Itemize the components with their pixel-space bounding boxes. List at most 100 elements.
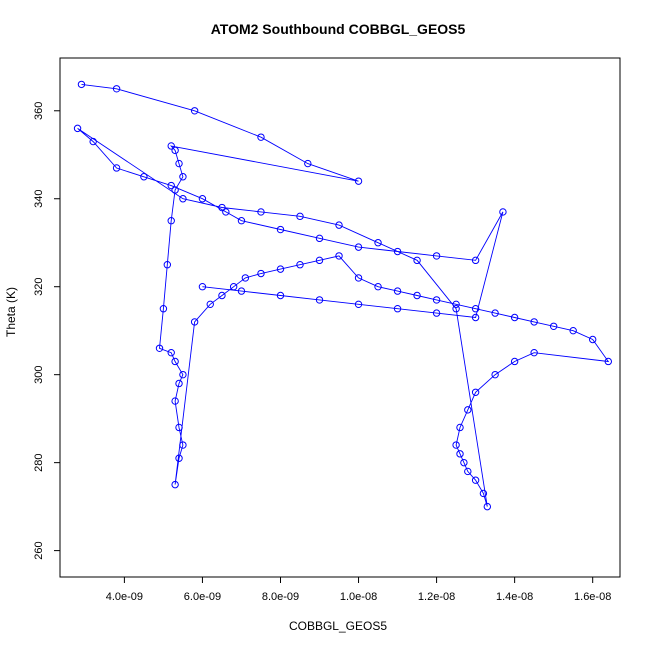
data-point bbox=[159, 305, 168, 313]
data-point bbox=[179, 441, 187, 449]
x-tick-label: 4.0e-09 bbox=[106, 591, 143, 603]
series-layer bbox=[73, 80, 612, 511]
data-point bbox=[452, 441, 460, 449]
data-point bbox=[257, 208, 265, 216]
data-point bbox=[464, 467, 472, 476]
y-axis: 260 280 300 320 340 360 bbox=[33, 102, 61, 560]
data-point bbox=[73, 124, 82, 133]
data-point bbox=[257, 133, 265, 141]
data-point bbox=[171, 480, 179, 489]
data-point bbox=[374, 239, 382, 247]
data-point bbox=[140, 173, 148, 181]
x-tick-label: 1.2e-08 bbox=[418, 591, 455, 603]
data-point bbox=[198, 283, 207, 291]
data-point bbox=[171, 186, 179, 194]
y-tick-label: 360 bbox=[33, 102, 45, 120]
data-point bbox=[510, 357, 519, 366]
data-point bbox=[452, 300, 460, 309]
data-point bbox=[354, 274, 363, 282]
data-point bbox=[413, 256, 421, 265]
data-point bbox=[530, 348, 538, 357]
data-point bbox=[374, 283, 382, 291]
data-point bbox=[456, 450, 464, 458]
data-point bbox=[471, 305, 480, 313]
data-point bbox=[241, 274, 250, 282]
data-point bbox=[179, 370, 187, 379]
data-point bbox=[276, 265, 285, 273]
data-point bbox=[163, 261, 172, 269]
data-point bbox=[335, 221, 343, 229]
data-point bbox=[471, 313, 480, 322]
series-line bbox=[77, 83, 610, 507]
data-point bbox=[471, 476, 480, 484]
x-axis-label: COBBGL_GEOS5 bbox=[289, 619, 387, 633]
data-point bbox=[257, 269, 265, 278]
data-point bbox=[315, 296, 324, 304]
y-axis-label: Theta (K) bbox=[4, 287, 18, 337]
data-point bbox=[175, 454, 183, 462]
data-point bbox=[171, 397, 179, 405]
data-point bbox=[222, 208, 230, 216]
data-point bbox=[175, 159, 183, 168]
data-point bbox=[471, 256, 480, 265]
data-point bbox=[206, 300, 214, 309]
data-point bbox=[413, 291, 421, 300]
data-point bbox=[354, 300, 363, 309]
y-tick-label: 320 bbox=[33, 278, 45, 296]
data-point bbox=[432, 252, 441, 260]
data-point bbox=[491, 309, 499, 317]
x-tick-label: 1.0e-08 bbox=[340, 591, 377, 603]
y-tick-label: 260 bbox=[33, 541, 45, 559]
data-point bbox=[198, 195, 207, 203]
data-point bbox=[491, 370, 499, 379]
data-point bbox=[218, 291, 226, 300]
data-point bbox=[179, 195, 187, 203]
data-point bbox=[167, 217, 175, 225]
data-point bbox=[276, 225, 285, 234]
data-point bbox=[296, 261, 304, 269]
data-point bbox=[167, 348, 175, 357]
y-tick-label: 280 bbox=[33, 453, 45, 471]
data-point bbox=[112, 85, 121, 93]
data-point bbox=[315, 256, 324, 265]
data-point bbox=[569, 326, 577, 335]
plot-area-frame bbox=[59, 57, 621, 578]
data-point bbox=[432, 309, 441, 317]
data-point bbox=[530, 318, 538, 326]
data-point bbox=[393, 305, 402, 313]
data-point bbox=[167, 181, 175, 190]
chart-title: ATOM2 Southbound COBBGL_GEOS5 bbox=[211, 21, 466, 37]
data-point bbox=[393, 287, 402, 295]
data-point bbox=[112, 164, 121, 172]
data-point bbox=[510, 313, 519, 322]
data-point bbox=[171, 146, 179, 155]
x-tick-label: 1.4e-08 bbox=[496, 591, 533, 603]
data-point bbox=[229, 283, 238, 291]
data-point bbox=[432, 296, 441, 304]
data-point bbox=[190, 318, 199, 326]
data-point bbox=[464, 406, 472, 414]
data-point bbox=[190, 107, 199, 115]
data-point bbox=[479, 489, 488, 498]
data-point bbox=[276, 291, 285, 300]
data-point bbox=[460, 458, 468, 467]
data-point bbox=[471, 388, 480, 396]
data-point bbox=[175, 423, 183, 432]
data-point bbox=[315, 234, 324, 243]
data-point bbox=[296, 212, 304, 221]
data-point bbox=[89, 137, 97, 146]
data-point bbox=[218, 203, 226, 212]
data-point bbox=[549, 322, 558, 330]
data-point bbox=[604, 357, 612, 366]
data-point bbox=[452, 305, 460, 313]
data-point bbox=[588, 335, 597, 344]
x-axis: 4.0e-09 6.0e-09 8.0e-09 1.0e-08 1.2e-08 1.4e-… bbox=[106, 576, 611, 603]
data-point bbox=[237, 287, 246, 295]
data-point bbox=[167, 142, 175, 150]
y-tick-label: 300 bbox=[33, 365, 45, 383]
data-point bbox=[354, 177, 363, 185]
y-tick-label: 340 bbox=[33, 190, 45, 208]
data-point bbox=[483, 502, 492, 511]
data-point bbox=[179, 173, 187, 181]
